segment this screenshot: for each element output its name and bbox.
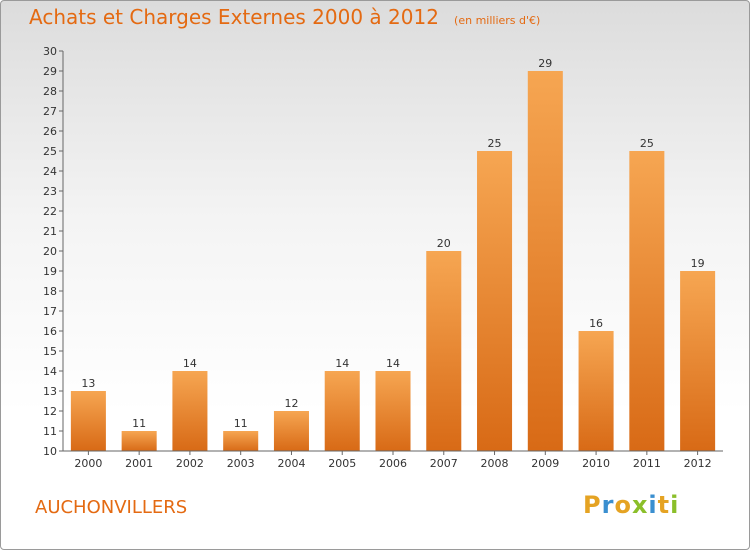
y-tick-label: 18 xyxy=(43,285,57,298)
y-tick-label: 15 xyxy=(43,345,57,358)
y-tick-label: 12 xyxy=(43,405,57,418)
bar-value-label: 19 xyxy=(691,257,705,270)
chart-subtitle: (en milliers d'€) xyxy=(454,14,541,27)
bar-2011 xyxy=(629,151,665,451)
bar-2010 xyxy=(578,331,614,451)
bar-value-label: 29 xyxy=(538,57,552,70)
y-tick-label: 21 xyxy=(43,225,57,238)
y-tick-label: 22 xyxy=(43,205,57,218)
y-tick-label: 20 xyxy=(43,245,57,258)
bar-2006 xyxy=(375,371,411,451)
bar-2004 xyxy=(273,411,309,451)
y-tick-label: 28 xyxy=(43,85,57,98)
x-tick-label: 2012 xyxy=(684,457,712,470)
y-axis: 10 11 12 13 14 15 16 17 18 19 20 21 22 23 24 25 26 27 28 29… xyxy=(43,45,63,458)
bar-2009 xyxy=(527,71,563,451)
y-tick-label: 26 xyxy=(43,125,57,138)
x-tick-label: 2003 xyxy=(227,457,255,470)
y-tick-label: 11 xyxy=(43,425,57,438)
x-tick-label: 2011 xyxy=(633,457,661,470)
x-tick-label: 2008 xyxy=(481,457,509,470)
bar-value-label: 14 xyxy=(183,357,197,370)
y-tick-label: 17 xyxy=(43,305,57,318)
y-tick-label: 10 xyxy=(43,445,57,458)
y-tick-label: 27 xyxy=(43,105,57,118)
x-tick-label: 2010 xyxy=(582,457,610,470)
bar-2007 xyxy=(426,251,462,451)
bar-value-label: 20 xyxy=(437,237,451,250)
bar-value-label: 11 xyxy=(234,417,248,430)
y-tick-label: 30 xyxy=(43,45,57,58)
bar-2012 xyxy=(680,271,716,451)
bar-value-label: 11 xyxy=(132,417,146,430)
x-tick-label: 2002 xyxy=(176,457,204,470)
x-tick-label: 2007 xyxy=(430,457,458,470)
bar-2001 xyxy=(121,431,157,451)
x-axis: 2000 2001 2002 2003 2004 2005 2006 2007 2008 2009… xyxy=(74,451,712,470)
chart-title: Achats et Charges Externes 2000 à 2012 xyxy=(29,5,439,29)
x-tick-label: 2000 xyxy=(74,457,102,470)
y-tick-label: 13 xyxy=(43,385,57,398)
x-tick-label: 2001 xyxy=(125,457,153,470)
bar-2008 xyxy=(477,151,513,451)
x-tick-label: 2005 xyxy=(328,457,356,470)
bar-2000 xyxy=(70,391,106,451)
y-tick-label: 29 xyxy=(43,65,57,78)
x-tick-label: 2004 xyxy=(277,457,305,470)
x-tick-label: 2009 xyxy=(531,457,559,470)
y-tick-label: 14 xyxy=(43,365,57,378)
title-row: Achats et Charges Externes 2000 à 2012 (… xyxy=(29,5,540,29)
bar-2005 xyxy=(324,371,360,451)
bars-group: 13 11 14 11 12 14 14 20 25 29 16 25 19 xyxy=(70,57,716,451)
bar-value-label: 25 xyxy=(640,137,654,150)
y-tick-label: 19 xyxy=(43,265,57,278)
bar-value-label: 25 xyxy=(488,137,502,150)
bar-value-label: 14 xyxy=(335,357,349,370)
y-tick-label: 25 xyxy=(43,145,57,158)
y-tick-label: 16 xyxy=(43,325,57,338)
bar-2003 xyxy=(223,431,259,451)
place-name: AUCHONVILLERS xyxy=(35,497,188,518)
proxiti-logo: Proxiti xyxy=(583,491,680,519)
bar-value-label: 14 xyxy=(386,357,400,370)
y-tick-label: 23 xyxy=(43,185,57,198)
bar-value-label: 12 xyxy=(284,397,298,410)
y-tick-label: 24 xyxy=(43,165,57,178)
bar-2002 xyxy=(172,371,208,451)
bar-value-label: 13 xyxy=(81,377,95,390)
bar-value-label: 16 xyxy=(589,317,603,330)
x-tick-label: 2006 xyxy=(379,457,407,470)
